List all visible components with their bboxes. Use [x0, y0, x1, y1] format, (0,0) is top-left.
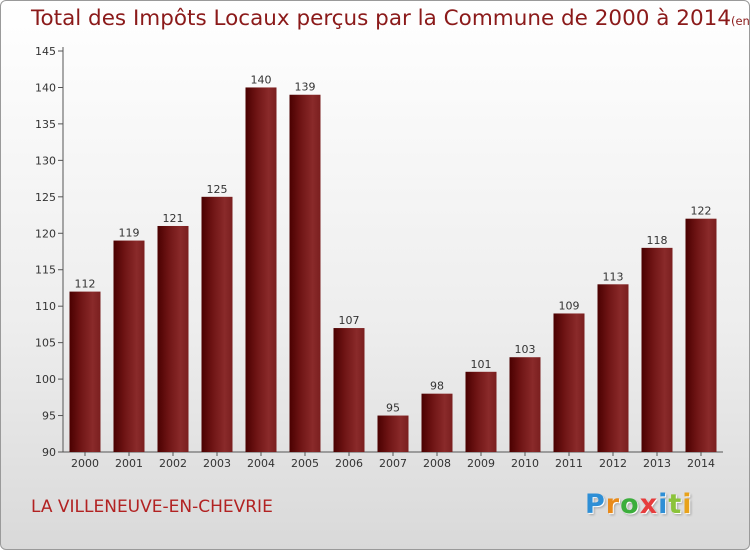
data-label-2009: 101: [471, 358, 492, 371]
bar-2001: [113, 240, 145, 452]
y-tick-label: 110: [35, 300, 56, 313]
x-tick-label: 2001: [115, 457, 143, 470]
data-label-2002: 121: [163, 212, 184, 225]
y-tick-label: 140: [35, 81, 56, 94]
x-tick-label: 2014: [687, 457, 715, 470]
y-axis: 90 95 100 105 110 115 120 125 130 135 140 145: [35, 45, 64, 459]
bar-2003: [201, 196, 233, 452]
data-label-2000: 112: [75, 278, 96, 291]
y-tick-label: 105: [35, 337, 56, 350]
y-tick-label: 135: [35, 118, 56, 131]
bar-2006: [333, 328, 365, 452]
y-tick-label: 100: [35, 373, 56, 386]
chart-title: Total des Impôts Locaux perçus par la Co…: [31, 6, 731, 31]
logo-letter: t: [668, 489, 683, 520]
logo-letter: o: [620, 489, 640, 520]
y-tick-label: 130: [35, 154, 56, 167]
chart-subtitle: (en milliers d'€): [731, 14, 750, 28]
bar-2004: [245, 87, 277, 453]
data-label-2008: 98: [430, 380, 444, 393]
x-tick-label: 2000: [71, 457, 99, 470]
data-label-2014: 122: [691, 205, 712, 218]
x-tick-label: 2004: [247, 457, 275, 470]
logo-letter: i: [682, 489, 693, 520]
y-tick-label: 125: [35, 191, 56, 204]
proxiti-logo: Proxiti: [585, 489, 693, 520]
x-tick-label: 2003: [203, 457, 231, 470]
data-label-2012: 113: [603, 270, 624, 283]
bars-group: [69, 87, 717, 453]
data-label-2006: 107: [339, 314, 360, 327]
chart-title-block: Total des Impôts Locaux perçus par la Co…: [31, 6, 750, 31]
x-tick-label: 2012: [599, 457, 627, 470]
x-tick-label: 2006: [335, 457, 363, 470]
bar-2005: [289, 94, 321, 452]
bar-2000: [69, 291, 101, 452]
logo-letter: P: [585, 489, 606, 520]
x-tick-label: 2005: [291, 457, 319, 470]
y-tick-label: 90: [42, 446, 56, 459]
y-tick-label: 145: [35, 45, 56, 58]
logo-letter: r: [605, 489, 621, 520]
logo-letter: i: [658, 489, 669, 520]
y-tick-label: 115: [35, 264, 56, 277]
data-label-2004: 140: [251, 73, 272, 86]
x-tick-label: 2002: [159, 457, 187, 470]
x-tick-label: 2010: [511, 457, 539, 470]
x-axis: 2000 2001 2002 2003 2004 2005 2006 2007 2008 2009…: [63, 451, 723, 470]
data-label-2003: 125: [207, 183, 228, 196]
data-labels-group: 112 119 121 125 140 139 107 95 98 101 103 109 113 118…: [75, 73, 712, 414]
bar-2012: [597, 284, 629, 452]
x-tick-label: 2013: [643, 457, 671, 470]
bar-2009: [465, 371, 497, 452]
bar-2010: [509, 357, 541, 452]
y-tick-label: 120: [35, 227, 56, 240]
data-label-2001: 119: [119, 227, 140, 240]
bar-2002: [157, 225, 189, 452]
commune-name: LA VILLENEUVE-EN-CHEVRIE: [31, 497, 273, 517]
x-tick-label: 2007: [379, 457, 407, 470]
data-label-2011: 109: [559, 299, 580, 312]
data-label-2007: 95: [386, 402, 400, 415]
bar-2011: [553, 313, 585, 452]
data-label-2005: 139: [295, 81, 316, 94]
bar-2008: [421, 393, 453, 452]
bar-2014: [685, 218, 717, 452]
logo-letter: x: [639, 489, 659, 520]
x-tick-label: 2011: [555, 457, 583, 470]
x-tick-label: 2009: [467, 457, 495, 470]
bar-2013: [641, 247, 673, 452]
bar-2007: [377, 415, 409, 452]
y-tick-label: 95: [42, 410, 56, 423]
data-label-2010: 103: [515, 343, 536, 356]
x-tick-label: 2008: [423, 457, 451, 470]
data-label-2013: 118: [647, 234, 668, 247]
